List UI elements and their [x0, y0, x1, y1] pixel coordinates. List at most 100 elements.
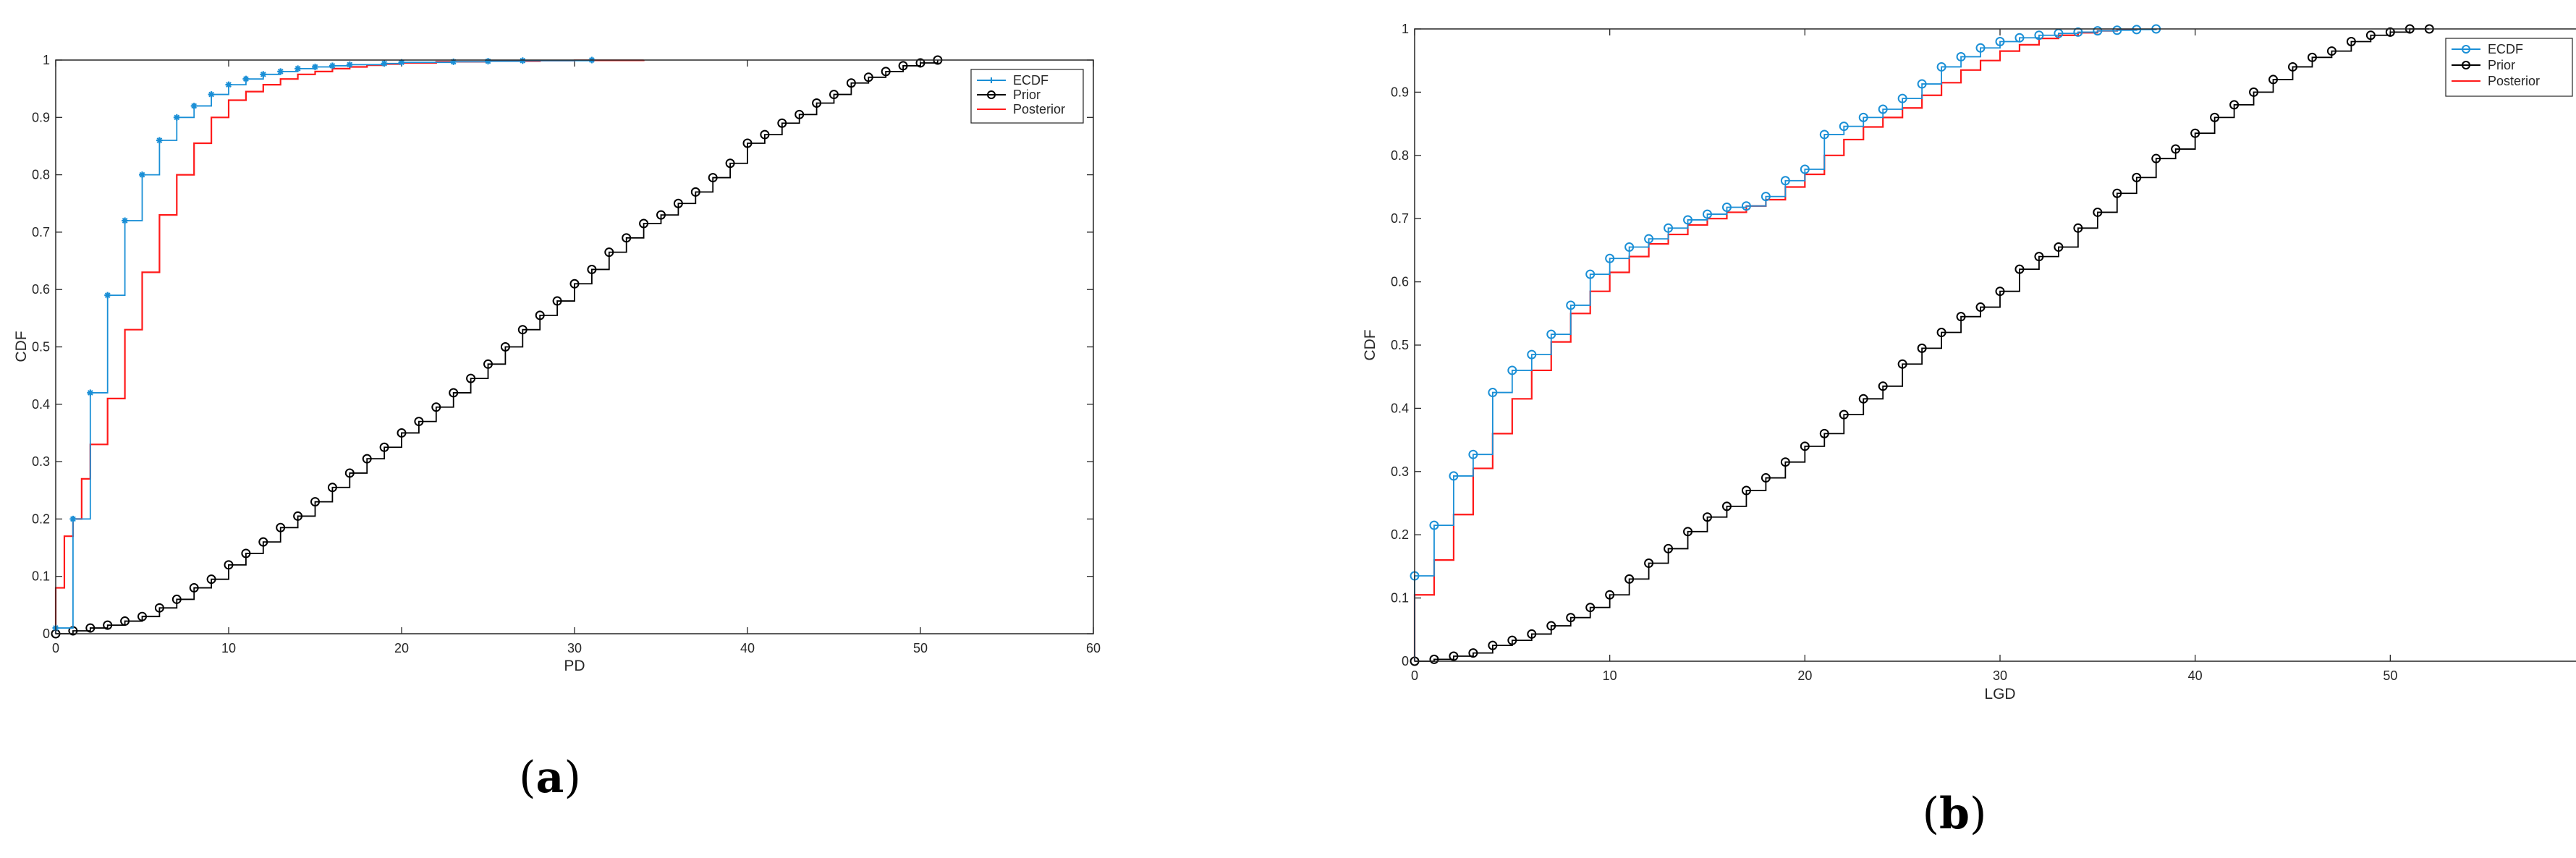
data-point	[898, 61, 908, 71]
x-tick-label: 20	[1797, 668, 1812, 683]
caption-letter: b	[1939, 789, 1970, 839]
data-point	[225, 81, 232, 88]
legend-marker	[988, 77, 994, 83]
data-point	[1605, 590, 1615, 600]
data-point	[2326, 46, 2336, 56]
data-point	[293, 511, 303, 521]
axis-ticks: 010203040506000.10.20.30.40.50.60.70.80.…	[1391, 22, 2397, 683]
data-point	[295, 65, 302, 72]
data-point	[2365, 30, 2376, 41]
data-point	[1664, 223, 1674, 233]
data-point	[260, 71, 267, 78]
data-point	[587, 264, 597, 274]
series-line-ecdf	[55, 59, 593, 634]
data-point	[2346, 36, 2356, 46]
data-point	[1507, 365, 1517, 375]
data-point	[103, 620, 113, 630]
data-point	[2229, 100, 2240, 110]
data-point	[2093, 207, 2103, 217]
data-point	[2307, 52, 2317, 62]
x-tick-label: 20	[394, 641, 409, 655]
data-point	[1936, 61, 1946, 72]
data-point	[1761, 192, 1771, 202]
data-point	[104, 292, 111, 299]
data-point	[1917, 343, 1927, 353]
data-point	[2112, 188, 2122, 198]
data-point	[1468, 648, 1478, 658]
y-tick-label: 1	[1402, 22, 1409, 36]
data-point	[173, 114, 180, 121]
series-posterior	[1413, 28, 2138, 661]
caption-letter: a	[535, 752, 564, 803]
data-point	[569, 279, 580, 289]
x-tick-label: 30	[1993, 668, 2007, 683]
x-tick-label: 50	[2383, 668, 2397, 683]
data-point	[1585, 269, 1596, 279]
data-point	[224, 560, 234, 570]
data-point	[1721, 501, 1732, 511]
data-point	[483, 359, 493, 369]
data-point	[2151, 153, 2161, 163]
legend-item-ecdf: ECDF	[2452, 42, 2523, 56]
data-point	[1858, 394, 1868, 404]
data-point	[673, 198, 683, 208]
y-tick-label: 0.9	[32, 110, 50, 124]
data-point	[1800, 164, 1810, 174]
legend-item-ecdf: ECDF	[977, 73, 1048, 88]
legend: ECDF Prior Posterior	[2445, 38, 2573, 97]
data-point	[414, 417, 424, 427]
data-point	[2112, 25, 2122, 35]
data-point	[552, 296, 562, 306]
y-tick-label: 0.2	[32, 511, 50, 526]
data-point	[156, 137, 163, 144]
data-point	[639, 218, 649, 229]
data-point	[276, 522, 286, 532]
data-point	[2073, 223, 2083, 233]
data-point	[137, 611, 147, 621]
data-point	[1839, 409, 1849, 420]
data-point	[1605, 253, 1615, 263]
data-point	[1449, 471, 1459, 481]
data-point	[2034, 252, 2044, 262]
legend-label: Prior	[2488, 58, 2515, 72]
data-point	[69, 515, 77, 522]
data-point	[690, 187, 700, 197]
x-tick-label: 0	[52, 641, 59, 655]
y-axis-label: CDF	[13, 331, 30, 362]
series-line-prior	[56, 60, 939, 634]
data-point	[120, 616, 130, 626]
data-point	[2014, 264, 2025, 274]
data-point	[1819, 129, 1829, 140]
y-tick-label: 0.1	[1391, 591, 1409, 606]
data-point	[346, 61, 353, 68]
data-point	[1995, 286, 2005, 297]
data-point	[1488, 388, 1498, 398]
data-point	[517, 325, 528, 335]
series-line-posterior	[1413, 28, 2138, 661]
data-point	[1741, 485, 1751, 496]
data-point	[1644, 558, 1654, 569]
series-prior	[51, 55, 943, 639]
data-point	[1468, 449, 1478, 459]
data-point	[485, 58, 491, 65]
data-point	[1507, 635, 1517, 645]
caption-a: (a)	[507, 752, 593, 803]
data-point	[2093, 26, 2103, 36]
data-point	[466, 373, 476, 383]
x-tick-label: 60	[1086, 641, 1101, 655]
data-point	[1585, 603, 1596, 613]
data-point	[310, 497, 320, 507]
plot-frame	[1414, 28, 2576, 662]
y-tick-label: 0.4	[32, 397, 50, 412]
y-tick-label: 0.7	[1391, 211, 1409, 226]
data-point	[1956, 51, 1966, 61]
x-tick-label: 40	[740, 641, 755, 655]
lgd-cdf-chart: 010203040506000.10.20.30.40.50.60.70.80.…	[1362, 22, 2576, 702]
data-point	[277, 68, 284, 75]
data-point	[2385, 27, 2395, 37]
data-point	[1780, 176, 1790, 186]
data-point	[1800, 441, 1810, 451]
caption-close-paren: )	[1969, 789, 1987, 839]
legend-label: Posterior	[2488, 74, 2540, 88]
data-point	[760, 129, 770, 140]
